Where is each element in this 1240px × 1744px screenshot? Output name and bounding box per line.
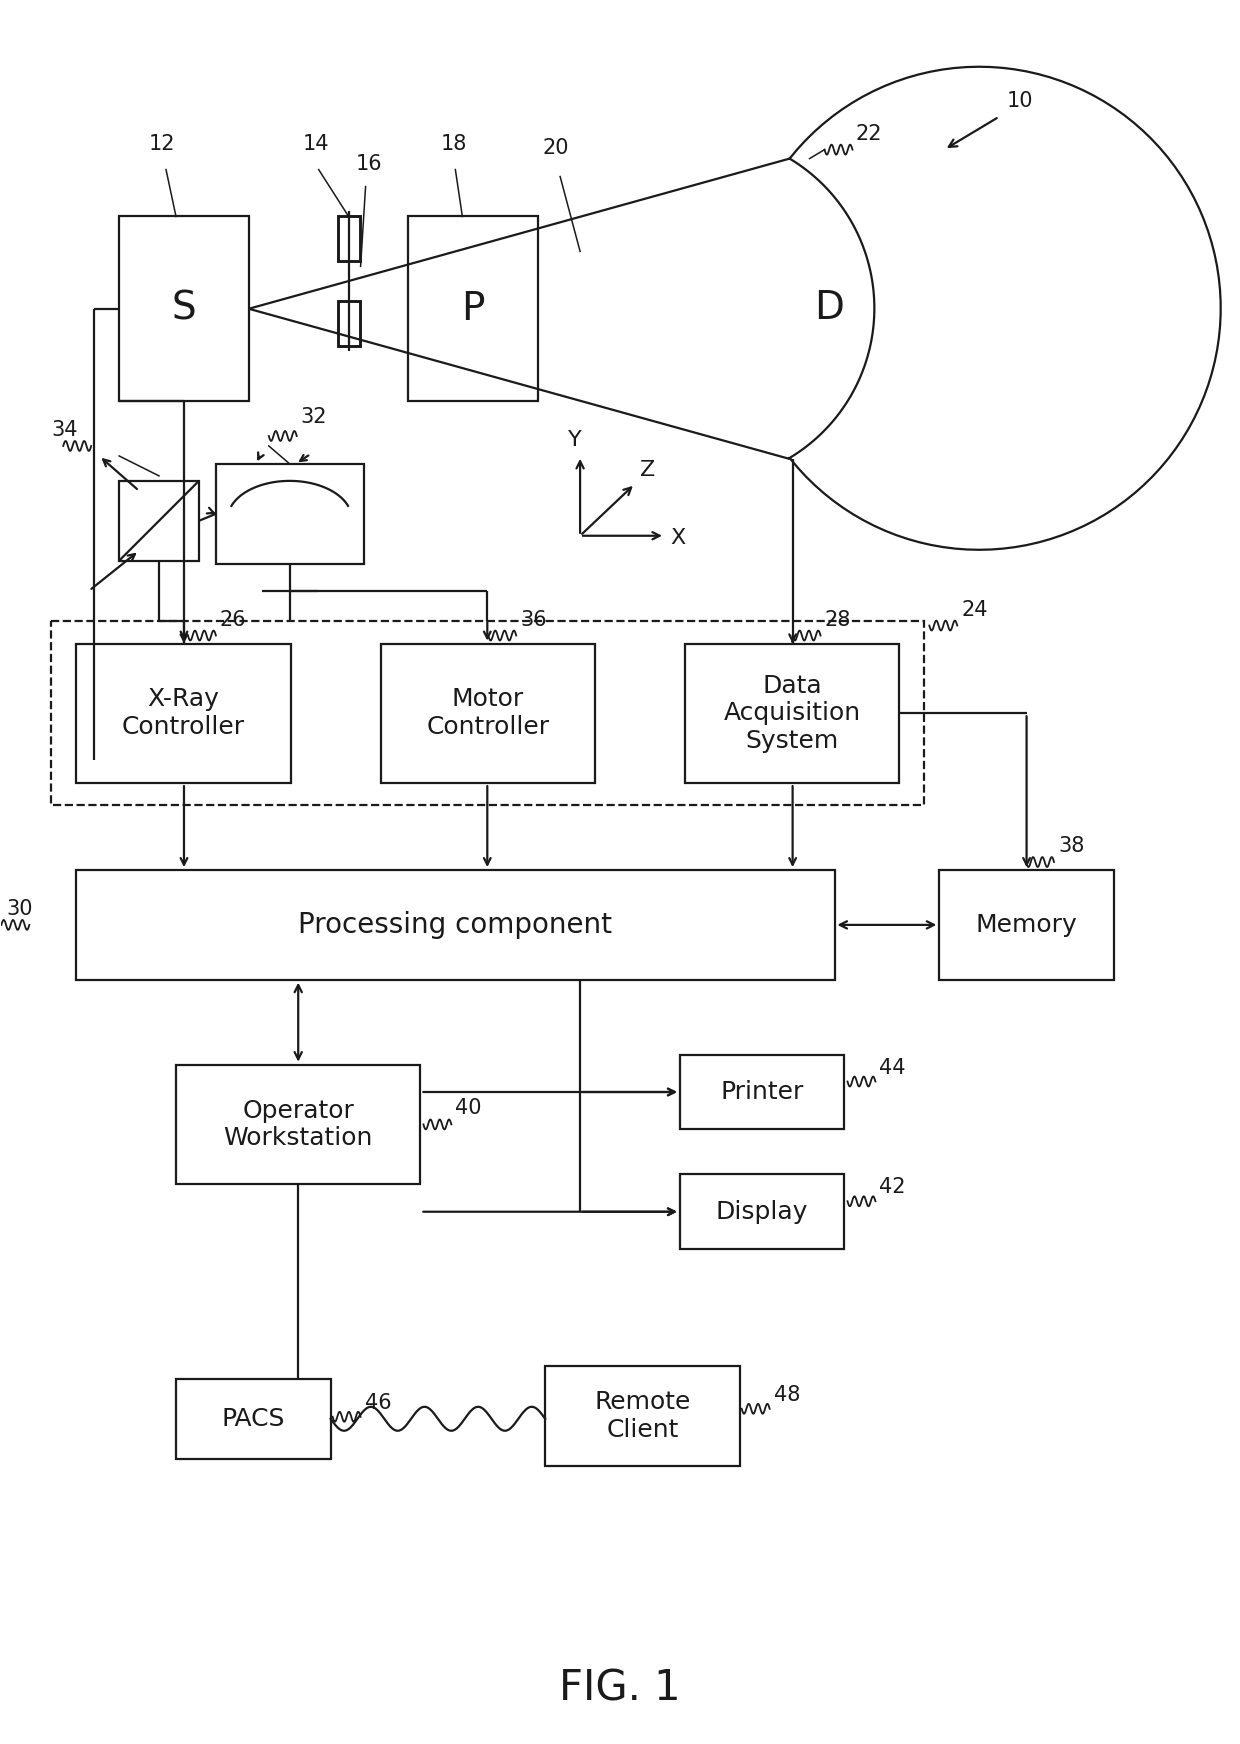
Text: FIG. 1: FIG. 1 (559, 1667, 681, 1709)
Bar (381, 644, 595, 783)
Text: X: X (670, 528, 686, 548)
Bar (939, 870, 1114, 980)
Text: 40: 40 (455, 1099, 482, 1118)
Text: 36: 36 (521, 610, 547, 630)
Text: Data
Acquisition
System: Data Acquisition System (724, 673, 861, 753)
Text: 48: 48 (774, 1385, 800, 1406)
Bar (176, 1380, 331, 1458)
Text: 28: 28 (825, 610, 851, 630)
Text: 22: 22 (856, 124, 882, 143)
Text: Display: Display (715, 1200, 808, 1224)
Text: 24: 24 (961, 600, 988, 619)
Text: 44: 44 (879, 1057, 906, 1078)
Text: 46: 46 (365, 1393, 391, 1413)
Bar (337, 216, 360, 262)
Text: 20: 20 (542, 138, 569, 157)
Text: 26: 26 (219, 610, 247, 630)
Bar (51, 621, 924, 806)
Bar (680, 1174, 844, 1249)
Text: 18: 18 (440, 134, 466, 153)
Bar (176, 1064, 420, 1184)
Text: D: D (815, 290, 844, 328)
Text: 12: 12 (149, 134, 176, 153)
Text: Remote
Client: Remote Client (594, 1390, 691, 1442)
Text: S: S (171, 290, 196, 328)
Bar (546, 1366, 740, 1465)
Text: 42: 42 (879, 1177, 906, 1198)
Text: Printer: Printer (720, 1080, 804, 1104)
Bar (76, 644, 290, 783)
Text: 10: 10 (1007, 91, 1034, 110)
Bar (119, 481, 198, 562)
Text: 30: 30 (6, 898, 33, 919)
Text: 14: 14 (303, 134, 329, 153)
Text: 38: 38 (1058, 835, 1085, 856)
Text: X-Ray
Controller: X-Ray Controller (122, 687, 246, 739)
Bar (408, 216, 538, 401)
Bar (337, 302, 360, 345)
Text: 32: 32 (301, 406, 327, 427)
Text: 16: 16 (356, 153, 382, 174)
Text: PACS: PACS (222, 1407, 285, 1430)
Text: Memory: Memory (976, 912, 1078, 937)
Bar (684, 644, 899, 783)
Text: Operator
Workstation: Operator Workstation (223, 1099, 373, 1151)
Text: P: P (461, 290, 485, 328)
Text: Y: Y (568, 431, 582, 450)
Text: Processing component: Processing component (299, 910, 613, 938)
Bar (216, 464, 363, 563)
Bar (680, 1055, 844, 1130)
Bar (119, 216, 249, 401)
Text: 34: 34 (51, 420, 78, 439)
Text: Motor
Controller: Motor Controller (427, 687, 549, 739)
Text: Z: Z (640, 460, 655, 480)
Bar (76, 870, 835, 980)
